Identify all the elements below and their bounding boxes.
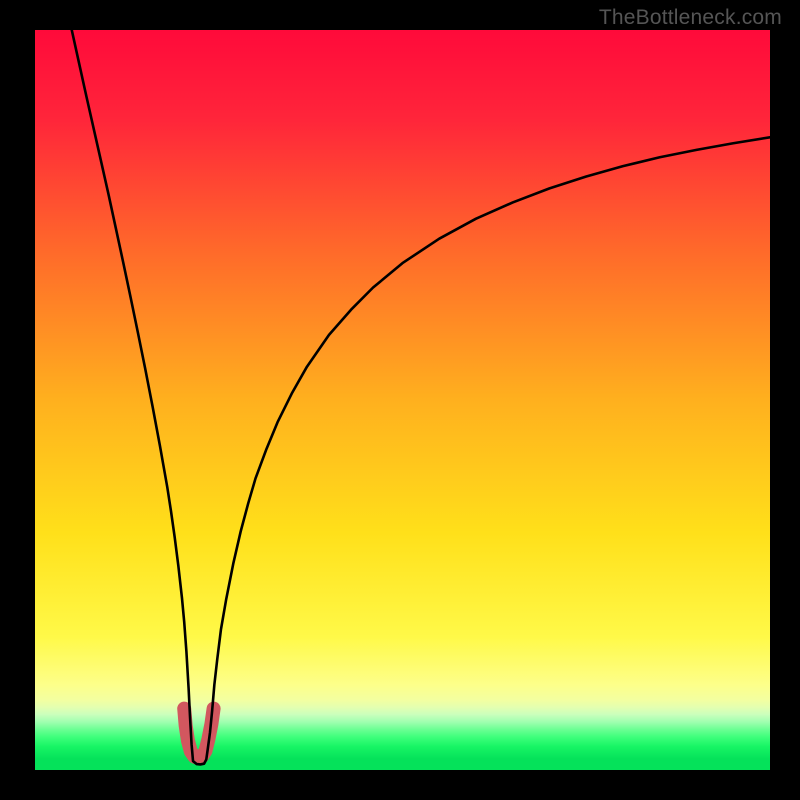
bottleneck-curve <box>72 30 770 764</box>
chart-svg <box>35 30 770 770</box>
plot-area <box>35 30 770 770</box>
watermark-text: TheBottleneck.com <box>599 6 782 30</box>
